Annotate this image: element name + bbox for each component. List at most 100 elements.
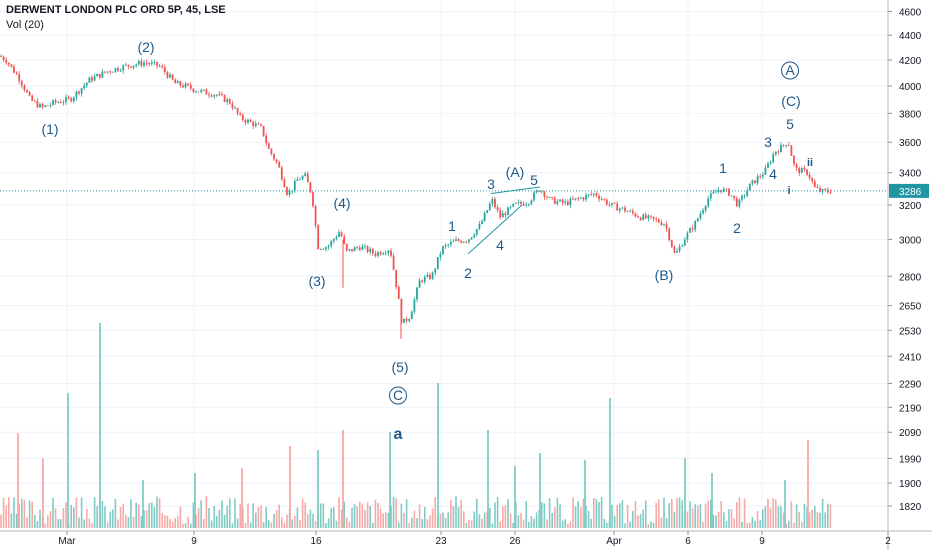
candle xyxy=(761,172,764,179)
candle xyxy=(829,189,832,195)
wave-label: (4) xyxy=(333,195,350,211)
volume-bar xyxy=(213,505,215,528)
volume-bar-peak xyxy=(317,450,319,528)
candle xyxy=(803,165,806,172)
volume-bar xyxy=(426,519,429,528)
volume-bar xyxy=(603,518,605,528)
candle xyxy=(358,245,361,252)
volume-bar xyxy=(554,507,556,528)
volume-bar xyxy=(541,502,543,528)
candle xyxy=(161,63,164,69)
candle xyxy=(800,166,803,174)
candle xyxy=(434,267,437,276)
svg-text:(1): (1) xyxy=(41,121,58,137)
candle xyxy=(683,237,686,247)
svg-text:5: 5 xyxy=(786,116,794,132)
volume-bar xyxy=(702,522,704,528)
candle xyxy=(83,82,86,91)
x-axis[interactable]: Mar 9 16 23 26 Apr 6 9 2 xyxy=(0,530,932,547)
volume-bar xyxy=(535,512,538,528)
y-tick-label: 4600 xyxy=(899,7,922,18)
volume-bar xyxy=(749,522,751,528)
volume-bar xyxy=(8,497,10,528)
candle xyxy=(200,88,203,94)
x-tick-label: 2 xyxy=(885,536,891,547)
candle xyxy=(483,211,486,222)
volume-bar-peak xyxy=(17,433,19,528)
candle xyxy=(23,84,26,92)
candle xyxy=(603,198,606,202)
volume-bar xyxy=(647,523,650,528)
volume-bar xyxy=(829,504,832,528)
volume-bar xyxy=(580,507,582,528)
candle xyxy=(806,168,808,177)
volume-bar xyxy=(395,498,397,528)
candle xyxy=(91,75,93,83)
volume-bar-peak xyxy=(67,393,69,528)
volume-bar xyxy=(762,509,764,528)
volume-bar xyxy=(73,507,75,528)
wave-label: (5) xyxy=(391,359,408,375)
candle xyxy=(184,81,187,89)
volume-bar xyxy=(621,500,624,528)
candle xyxy=(530,199,533,206)
volume-bar xyxy=(83,519,85,528)
volume-bar xyxy=(418,504,421,528)
volume-bar xyxy=(489,507,491,528)
volume-bar xyxy=(359,501,361,528)
volume-bar xyxy=(13,497,15,528)
candle xyxy=(821,188,824,195)
candle xyxy=(197,91,200,93)
y-axis[interactable]: 1820 1900 1990 2090 2190 2290 2410 2530 2650 2800… xyxy=(887,0,922,550)
candle xyxy=(468,238,470,245)
volume-bar xyxy=(611,504,613,528)
volume-bar xyxy=(291,519,293,528)
candle xyxy=(265,132,268,146)
volume-bar xyxy=(143,510,145,528)
volume-bar xyxy=(569,521,572,528)
candle xyxy=(150,59,153,66)
volume-bar xyxy=(125,514,127,528)
volume-bar xyxy=(307,514,309,528)
volume-bar xyxy=(270,522,273,528)
volume-bar xyxy=(697,505,699,528)
candle xyxy=(335,234,338,241)
candle xyxy=(377,251,379,258)
candle xyxy=(67,95,70,100)
volume-bar xyxy=(470,520,473,528)
candle xyxy=(364,243,366,250)
volume-bar xyxy=(340,509,343,528)
candle xyxy=(338,229,340,238)
candle xyxy=(361,244,364,251)
volume-bar xyxy=(567,523,569,528)
candle xyxy=(676,248,678,254)
candle xyxy=(280,165,283,181)
candle xyxy=(475,228,478,237)
candle xyxy=(390,248,392,258)
candle xyxy=(317,224,320,250)
volume-bar-peak xyxy=(711,473,713,528)
volume-bar xyxy=(811,509,813,528)
candle xyxy=(62,99,65,106)
candle xyxy=(746,187,749,198)
candle xyxy=(486,209,489,214)
candle xyxy=(117,66,119,73)
candle xyxy=(65,94,67,105)
candle xyxy=(132,65,135,70)
candle xyxy=(813,179,816,188)
volume-bar xyxy=(301,498,304,528)
wave-label: (3) xyxy=(308,273,325,289)
volume-bar xyxy=(814,505,816,528)
volume-bar xyxy=(260,505,262,528)
wave-label: 1 xyxy=(448,218,456,234)
volume-bar xyxy=(600,497,603,528)
x-tick-label: 9 xyxy=(759,536,765,547)
volume-bar xyxy=(221,500,223,528)
volume-bar xyxy=(174,518,176,528)
candle xyxy=(291,190,294,195)
svg-text:(C): (C) xyxy=(781,93,800,109)
volume-bar xyxy=(138,504,140,528)
candle xyxy=(244,118,247,126)
